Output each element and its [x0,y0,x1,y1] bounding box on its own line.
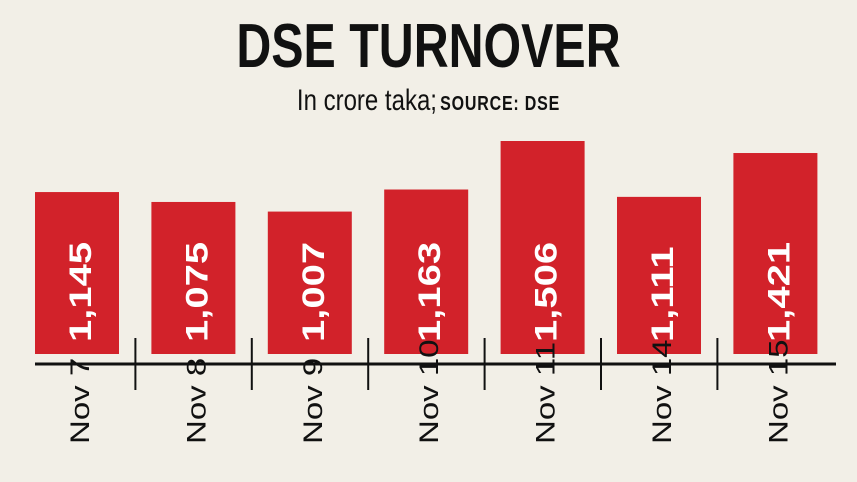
bar-value-label: 1,075 [180,242,215,342]
x-tick-label: Nov 11 [532,342,561,444]
bar [384,189,469,354]
bar-value-label: 1,163 [412,242,447,342]
x-tick-label: Nov 10 [415,339,444,444]
x-tick-label: Nov 8 [182,358,211,444]
x-tick-label: Nov 15 [764,339,793,444]
x-tick-label: Nov 9 [299,358,328,444]
bar-value-label: 1,506 [529,242,564,342]
x-tick-label: Nov 14 [648,339,677,444]
source-label: SOURCE: DSE [440,93,561,115]
x-tick-label: Nov 7 [66,358,95,444]
bar-value-label: 1,111 [645,246,680,342]
chart-subtitle: In crore taka; SOURCE: DSE [86,84,772,118]
unit-label: In crore taka; [296,84,437,117]
bar [733,153,818,354]
bar [500,141,585,354]
bar [151,201,236,354]
bar [617,196,701,354]
bar [35,192,119,354]
bar [267,211,352,354]
bar-value-label: 1,007 [296,242,331,342]
bar-value-label: 1,421 [762,242,797,342]
chart-title: DSE TURNOVER [236,12,621,81]
bar-value-label: 1,145 [63,242,98,342]
